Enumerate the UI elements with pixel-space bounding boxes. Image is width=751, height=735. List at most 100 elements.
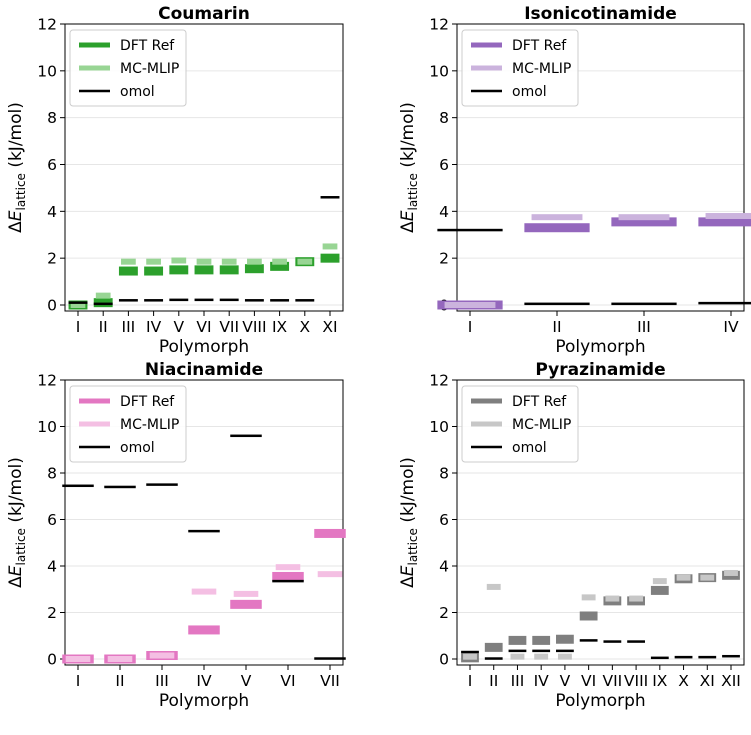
x-tick-label: VIII [242, 318, 266, 336]
mark-omol-VI [194, 298, 214, 302]
y-tick-label: 4 [439, 558, 449, 576]
x-tick-label: IV [146, 318, 162, 336]
mark-dft-ref-VII [314, 528, 346, 538]
legend-box [461, 385, 579, 463]
y-tick-label: 6 [439, 511, 449, 529]
y-tick-label: 2 [47, 250, 57, 268]
legend-label: MC-MLIP [120, 417, 179, 433]
mark-omol-II [93, 302, 113, 306]
mark-mc-mlip-X [676, 574, 691, 581]
y-tick-label: 4 [47, 203, 57, 221]
mark-omol-II [484, 657, 503, 660]
mark-dft-ref-II [524, 223, 590, 233]
mark-omol-III [508, 649, 527, 653]
mark-mc-mlip-VII [221, 258, 237, 265]
chart-title: Coumarin [158, 4, 250, 24]
mark-omol-VII [603, 640, 622, 643]
legend-label: DFT Ref [512, 38, 567, 54]
mark-mc-mlip-VIII [629, 595, 644, 602]
mark-mc-mlip-IV [705, 213, 751, 220]
legend-label: DFT Ref [120, 394, 175, 410]
y-tick-label: 0 [439, 651, 449, 669]
mark-mc-mlip-I [444, 302, 496, 308]
y-tick-label: 2 [439, 250, 449, 268]
y-tick-label: 8 [47, 109, 57, 127]
y-tick-label: 2 [439, 604, 449, 622]
mark-mc-mlip-III [618, 214, 670, 221]
x-axis-label: Polymorph [159, 337, 249, 357]
x-tick-label: VI [280, 672, 295, 690]
mark-dft-ref-IV [144, 266, 164, 276]
plot-frame [456, 379, 745, 666]
y-tick-label: 0 [47, 651, 57, 669]
mark-omol-I [437, 228, 503, 232]
mark-mc-mlip-VI [196, 258, 212, 265]
y-axis-label: ΔElattice (kJ/mol) [6, 102, 28, 233]
x-tick-label: IV [534, 672, 550, 690]
y-axis-label: ΔElattice (kJ/mol) [398, 457, 420, 588]
y-tick-label: 8 [47, 465, 57, 483]
mark-omol-III [146, 483, 178, 486]
mark-dft-ref-IX [270, 261, 290, 271]
chart-panel-isonicotinamide: 024681012IIIIIIIVIsonicotinamidePolymorp… [398, 4, 751, 357]
mark-omol-X [674, 655, 693, 659]
x-tick-label: V [241, 672, 252, 690]
mark-omol-V [169, 298, 189, 302]
x-tick-label: III [155, 672, 169, 690]
legend-label: MC-MLIP [512, 417, 571, 433]
y-tick-label: 8 [439, 465, 449, 483]
legend-label: omol [512, 84, 547, 100]
x-tick-label: VII [602, 672, 622, 690]
mark-omol-VII [314, 657, 346, 660]
x-tick-label: II [489, 672, 498, 690]
x-tick-label: II [99, 318, 108, 336]
legend-label: omol [120, 84, 155, 100]
y-tick-label: 4 [439, 203, 449, 221]
x-tick-label: VII [219, 318, 239, 336]
mark-omol-VIII [244, 299, 264, 302]
x-tick-label: X [299, 318, 310, 336]
x-tick-label: I [76, 672, 81, 690]
legend-label: DFT Ref [512, 394, 567, 410]
mark-omol-III [611, 302, 677, 306]
legend: DFT Ref MC-MLIP omol [461, 29, 579, 107]
x-axis-label: Polymorph [159, 691, 249, 711]
mark-mc-mlip-XI [700, 574, 715, 581]
mark-omol-XI [320, 196, 340, 199]
x-tick-label: IV [196, 672, 212, 690]
y-tick-label: 6 [47, 156, 57, 174]
x-tick-label: II [552, 318, 561, 336]
mark-mc-mlip-V [557, 653, 572, 660]
mark-mc-mlip-II [107, 656, 133, 662]
x-tick-label: XII [721, 672, 741, 690]
y-tick-label: 10 [429, 62, 449, 80]
mark-mc-mlip-X [297, 258, 313, 265]
mark-dft-ref-VI [579, 611, 598, 621]
mark-dft-ref-II [484, 642, 503, 652]
y-tick-label: 6 [47, 511, 57, 529]
x-tick-label: V [173, 318, 184, 336]
mark-dft-ref-III [508, 635, 527, 645]
y-tick-label: 4 [47, 558, 57, 576]
mark-dft-ref-IV [188, 625, 220, 635]
mark-omol-I [461, 650, 479, 654]
plot-frame [456, 23, 745, 312]
mark-dft-ref-IV [698, 217, 751, 227]
mark-mc-mlip-XII [724, 569, 738, 576]
x-tick-label: I [468, 672, 473, 690]
mark-dft-ref-III [611, 217, 677, 227]
x-tick-label: VII [320, 672, 340, 690]
x-tick-label: XI [700, 672, 715, 690]
mark-omol-XI [698, 655, 717, 659]
y-tick-label: 2 [47, 604, 57, 622]
mark-mc-mlip-IX [652, 578, 667, 585]
legend: DFT Ref MC-MLIP omol [461, 385, 579, 463]
mark-omol-IV [144, 299, 164, 302]
mark-dft-ref-VIII [244, 264, 264, 274]
mark-mc-mlip-IV [534, 653, 549, 660]
x-tick-label: VIII [624, 672, 648, 690]
